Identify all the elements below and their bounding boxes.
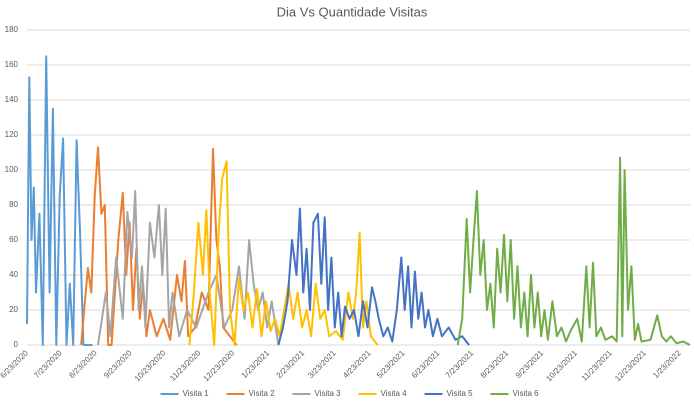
x-tick-label: 7/23/2020 (32, 348, 64, 380)
x-tick-label: 1/23/2022 (651, 348, 683, 380)
series-line (97, 190, 280, 346)
legend-label: Visita 4 (381, 389, 408, 398)
legend-label: Visita 2 (249, 389, 276, 398)
chart-title: Dia Vs Quantidade Visitas (277, 4, 428, 19)
series-line (26, 55, 93, 346)
legend-item: Visita 5 (424, 389, 474, 398)
x-tick-label: 8/23/2021 (479, 348, 511, 380)
x-tick-label: 6/23/2021 (410, 348, 442, 380)
series-line (80, 146, 238, 346)
x-tick-label: 1/23/2021 (240, 348, 272, 380)
x-tick-label: 11/23/2020 (168, 348, 203, 383)
x-tick-label: 2/23/2021 (275, 348, 307, 380)
legend-item: Visita 1 (160, 389, 210, 398)
x-tick-label: 12/23/2021 (613, 348, 648, 383)
x-tick-label: 8/23/2020 (67, 348, 99, 380)
y-tick-label: 80 (9, 200, 18, 209)
series-line (277, 207, 470, 346)
legend-label: Visita 6 (513, 389, 540, 398)
y-tick-label: 160 (5, 60, 19, 69)
legend-item: Visita 4 (358, 389, 408, 398)
x-tick-label: 10/23/2020 (133, 348, 168, 383)
x-tick-label: 3/23/2021 (306, 348, 338, 380)
y-tick-label: 180 (5, 25, 19, 34)
legend-label: Visita 3 (315, 389, 342, 398)
legend-item: Visita 3 (292, 389, 342, 398)
legend-item: Visita 6 (490, 389, 540, 398)
y-tick-label: 40 (9, 270, 18, 279)
y-tick-label: 100 (5, 165, 19, 174)
y-tick-label: 140 (5, 95, 19, 104)
legend-label: Visita 5 (447, 389, 474, 398)
x-tick-label: 9/23/2021 (514, 348, 546, 380)
y-tick-label: 0 (14, 340, 19, 349)
y-tick-label: 60 (9, 235, 18, 244)
legend-item: Visita 2 (226, 389, 276, 398)
x-tick-label: 4/23/2021 (341, 348, 373, 380)
legend-label: Visita 1 (183, 389, 210, 398)
x-tick-label: 6/23/2020 (0, 348, 30, 380)
y-tick-label: 120 (5, 130, 19, 139)
series-line (456, 156, 691, 346)
x-tick-label: 9/23/2020 (102, 348, 134, 380)
series-line (188, 160, 379, 346)
y-tick-label: 20 (9, 305, 18, 314)
x-tick-label: 5/23/2021 (375, 348, 407, 380)
x-tick-label: 7/23/2021 (444, 348, 476, 380)
x-tick-label: 11/23/2021 (580, 348, 615, 383)
x-tick-label: 12/23/2020 (202, 348, 237, 383)
x-tick-label: 10/23/2021 (544, 348, 579, 383)
